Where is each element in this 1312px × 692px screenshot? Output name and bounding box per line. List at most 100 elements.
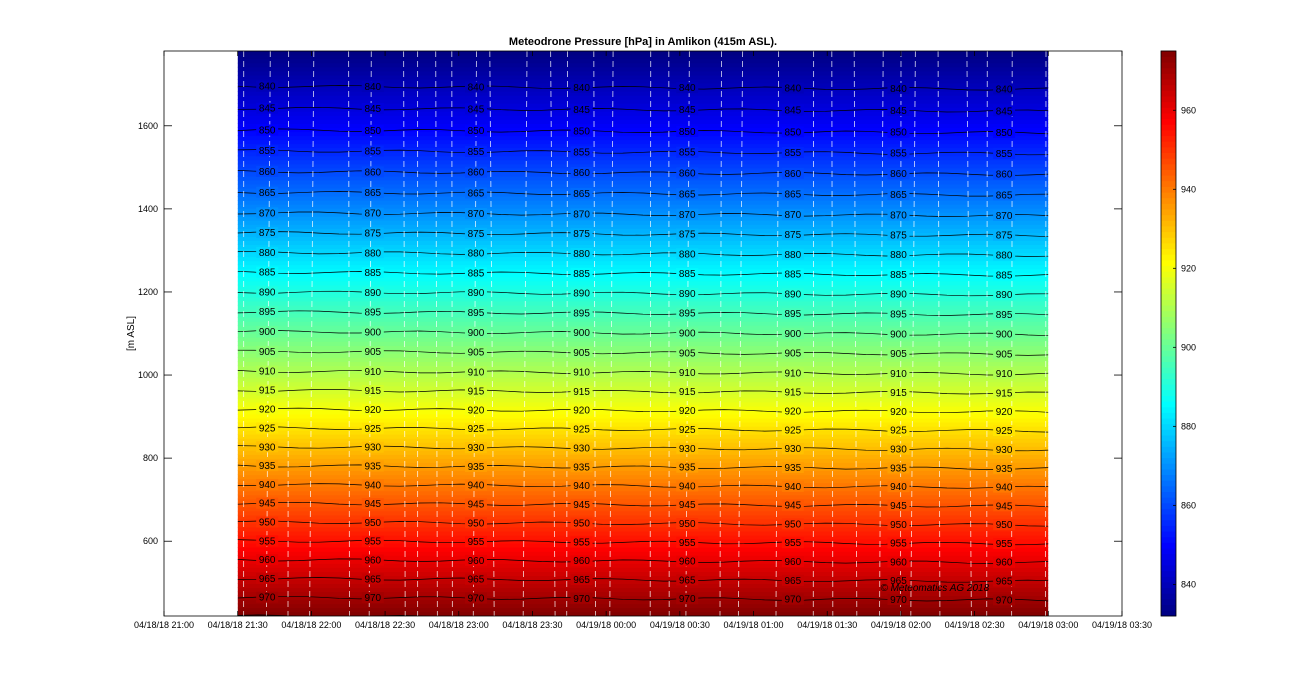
heatmap-band [237, 514, 1049, 520]
watermark: © Meteomatics AG 2018 [880, 583, 989, 594]
contour-label: 860 [364, 167, 381, 178]
contour-label: 935 [784, 463, 801, 474]
heatmap-band [237, 361, 1049, 367]
colorbar-swatch [1161, 564, 1176, 572]
contour-label-bg [464, 125, 487, 137]
colorbar-swatch [1161, 50, 1176, 57]
x-tick-label: 04/19/18 00:00 [576, 620, 636, 630]
contour-label: 895 [573, 308, 590, 319]
flight-track-line [522, 51, 528, 616]
contour-label: 870 [573, 209, 590, 220]
y-tick-label: 1000 [138, 370, 158, 380]
contour-label: 895 [784, 309, 801, 320]
contour-label: 845 [259, 104, 276, 115]
colorbar-swatch [1161, 62, 1176, 69]
contour-label: 860 [784, 169, 801, 180]
contour-label-bg [570, 167, 593, 179]
contour-label-bg [464, 166, 487, 178]
contour-label-bg [993, 249, 1016, 261]
heatmap-band [237, 321, 1049, 326]
colorbar-swatch [1161, 276, 1176, 283]
contour-label-bg [887, 229, 910, 241]
heatmap-band [237, 377, 1049, 383]
contour-label-bg [570, 248, 593, 260]
contour-label-bg [781, 308, 804, 320]
colorbar-swatch [1161, 350, 1176, 357]
colorbar-swatch [1161, 333, 1176, 340]
heatmap-band [237, 486, 1049, 492]
contour-label-bg [361, 554, 384, 566]
contour-label: 940 [573, 481, 590, 492]
contour-label: 925 [890, 426, 907, 437]
contour-label: 925 [679, 425, 696, 436]
heatmap-band [237, 385, 1049, 391]
colorbar-swatch [1161, 220, 1176, 227]
contour-label: 870 [259, 208, 276, 219]
contour-label-bg [256, 102, 279, 114]
heatmap-band [237, 74, 1049, 80]
contour-label-bg [570, 307, 593, 319]
heatmap-band [237, 115, 1049, 120]
contour-label-bg [361, 403, 384, 415]
contour-label-bg [781, 518, 804, 530]
contour-label: 845 [468, 104, 485, 115]
contour-label-bg [676, 125, 699, 137]
heatmap-band [237, 413, 1049, 419]
contour-label-bg [676, 461, 699, 473]
x-tick-label: 04/18/18 22:30 [355, 620, 415, 630]
heatmap-band [237, 66, 1049, 72]
heatmap-band [237, 179, 1049, 185]
contour-label: 850 [259, 125, 276, 136]
flight-track-line [435, 51, 438, 616]
contour-label-bg [993, 443, 1016, 455]
flight-track-line [853, 51, 858, 616]
contour-label: 955 [573, 537, 590, 548]
contour-label: 875 [573, 229, 590, 240]
heatmap-band [237, 268, 1049, 274]
contour-label: 925 [364, 424, 381, 435]
contour-label-bg [256, 441, 279, 453]
contour-label-bg [256, 306, 279, 318]
contour-label-bg [361, 479, 384, 491]
heatmap-band [237, 575, 1049, 580]
contour-label: 945 [468, 499, 485, 510]
contour-label-bg [781, 480, 804, 492]
contour-label: 865 [259, 188, 276, 199]
heatmap-band [237, 58, 1049, 64]
contour-label-bg [361, 535, 384, 547]
colorbar-swatch [1161, 559, 1176, 566]
heatmap-bands [237, 51, 1049, 616]
contour-label-bg [256, 345, 279, 357]
flight-track-line [649, 51, 652, 616]
heatmap-band [237, 296, 1049, 302]
heatmap-band [237, 155, 1049, 161]
contour-label-bg [464, 287, 487, 299]
contour-label: 965 [573, 575, 590, 586]
colorbar-swatch [1161, 547, 1176, 555]
colorbar-swatch [1161, 158, 1176, 165]
contour-label-bg [887, 348, 910, 360]
colorbar-swatch [1161, 101, 1176, 108]
contour-label-bg [993, 229, 1016, 241]
contour-label-bg [676, 268, 699, 280]
contour-label-bg [464, 103, 487, 115]
contour-label-bg [570, 125, 593, 137]
contour-label: 965 [364, 574, 381, 585]
heatmap-band [237, 462, 1049, 467]
heatmap-band [237, 292, 1049, 298]
heatmap-band [237, 195, 1049, 201]
heatmap-band [237, 99, 1049, 104]
heatmap-band [237, 111, 1049, 116]
heatmap-band [237, 583, 1049, 589]
colorbar-swatch [1161, 389, 1176, 396]
heatmap-band [237, 369, 1049, 375]
heatmap-band [237, 438, 1049, 443]
heatmap-band [237, 547, 1049, 552]
contour-label-bg [676, 499, 699, 511]
contour-label: 970 [468, 593, 485, 604]
contour-label-bg [570, 103, 593, 115]
colorbar-swatch [1161, 293, 1176, 300]
heatmap-band [237, 91, 1049, 96]
contour-label-bg [256, 516, 279, 528]
contour-label-bg [256, 186, 279, 198]
